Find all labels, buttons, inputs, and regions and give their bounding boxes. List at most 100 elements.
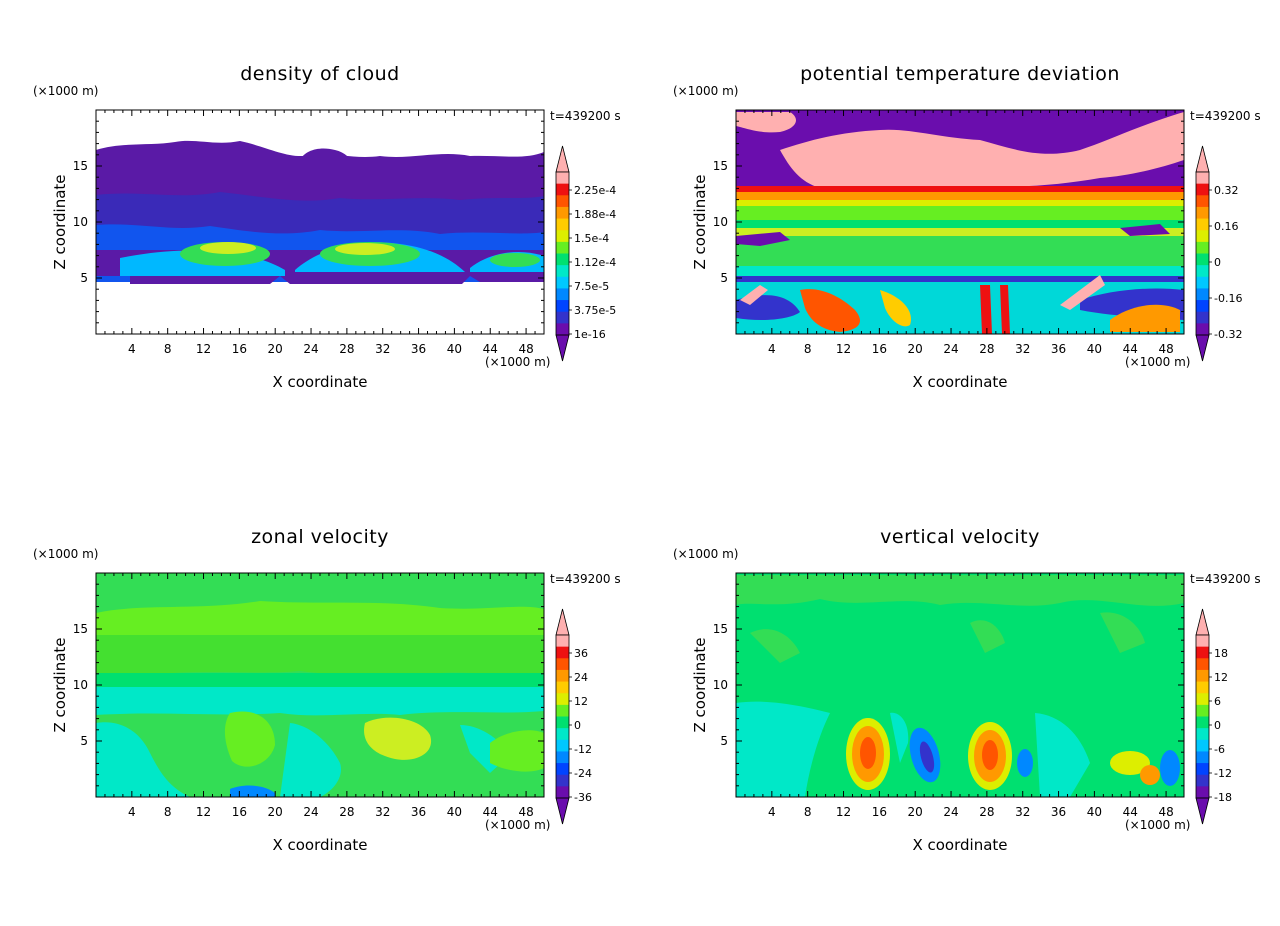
x-tick-label: 4 [768, 805, 776, 819]
field-upper-green-strip [96, 635, 544, 675]
x-tick-label: 8 [804, 805, 812, 819]
field-mid-green-patches [750, 612, 1145, 663]
colorbar-segment [1196, 751, 1209, 764]
colorbar-frame [1195, 171, 1210, 336]
x-tick-label: 4 [128, 805, 136, 819]
plot-area [96, 110, 544, 334]
colorbar-segment [556, 323, 569, 336]
colorbar-segment [556, 646, 569, 659]
x-tick-label: 36 [1051, 342, 1066, 356]
colorbar-segment [556, 300, 569, 313]
colorbar-segment [556, 751, 569, 764]
time-label: t=439200 s [1190, 572, 1261, 586]
x-tick-label: 32 [1015, 342, 1030, 356]
colorbar-segment [556, 693, 569, 706]
time-label: t=439200 s [1190, 109, 1261, 123]
updraft-1-red [860, 737, 876, 769]
colorbar-bottom-arrow [555, 797, 570, 825]
colorbar-segment [556, 658, 569, 671]
colorbar-top-arrow [1195, 608, 1210, 636]
colorbar-segment [556, 195, 569, 208]
colorbar-segment [556, 265, 569, 278]
field-mid-green [96, 673, 544, 687]
y-tick-label: 10 [713, 678, 728, 692]
colorbar-segment [1196, 669, 1209, 683]
upward-right-yellow [1110, 751, 1150, 775]
y-tick-label: 5 [720, 271, 728, 285]
colorbar-segment [556, 288, 569, 301]
z-unit-label: (×1000 m) [673, 547, 738, 561]
colorbar-label: 7.5e-5 [574, 280, 609, 293]
x-axis-label: X coordinate [272, 373, 367, 391]
panel-potential-temperature-deviation: potential temperature deviation (×1000 m… [640, 0, 1280, 463]
band-yellow-2 [736, 228, 1184, 236]
colorbar-label: 0.32 [1214, 184, 1239, 197]
field-lightgreen-blob-3 [490, 730, 544, 772]
colorbar-frame [1195, 634, 1210, 799]
colorbar-label: -12 [574, 743, 592, 756]
x-tick-label: 48 [1158, 805, 1173, 819]
colorbar-segment [556, 635, 569, 648]
colorbar-segment [1196, 230, 1209, 243]
colorbar-frame [555, 634, 570, 799]
colorbar-segment [1196, 716, 1209, 729]
x-axis-label: X coordinate [272, 836, 367, 854]
x-unit-label: (×1000 m) [485, 818, 550, 832]
colorbar-segment [556, 786, 569, 799]
y-tick-label: 5 [80, 734, 88, 748]
x-tick-label: 48 [518, 805, 533, 819]
colorbar-label: 1.5e-4 [574, 232, 609, 245]
band-red [736, 186, 1184, 192]
colorbar-segment [1196, 253, 1209, 266]
colorbar-segment [1196, 786, 1209, 799]
y-axis-label: Z coordinate [691, 174, 709, 269]
chart-svg: zonal velocity (×1000 m) t=439200 s 4 8 12… [33, 526, 621, 854]
colorbar-label: 36 [574, 647, 588, 660]
x-unit-label: (×1000 m) [1125, 818, 1190, 832]
colorbar-label: 1.88e-4 [574, 208, 616, 221]
x-tick-label: 16 [232, 342, 247, 356]
colorbar-label: 1e-16 [574, 328, 606, 341]
x-unit-label: (×1000 m) [485, 355, 550, 369]
colorbar-label: -18 [1214, 791, 1232, 804]
y-tick-label: 10 [73, 215, 88, 229]
colorbar-segment [556, 763, 569, 776]
colorbar-segment [556, 681, 569, 694]
field-lightgreen-blob-2 [364, 717, 432, 760]
y-tick-label: 15 [713, 622, 728, 636]
x-tick-label: 16 [872, 342, 887, 356]
x-tick-label: 24 [303, 342, 318, 356]
x-tick-label: 32 [1015, 805, 1030, 819]
lower-orange-right [1110, 304, 1180, 332]
y-axis-label: Z coordinate [51, 174, 69, 269]
colorbar-segment [1196, 323, 1209, 336]
cloud-core-1-yellow [200, 242, 256, 254]
cloud-core-3-green [490, 253, 540, 267]
x-tick-label: 28 [339, 342, 354, 356]
x-tick-label: 40 [447, 342, 462, 356]
x-tick-label: 28 [339, 805, 354, 819]
x-tick-label: 40 [1087, 805, 1102, 819]
downdraft-3-blue [1160, 750, 1180, 786]
colorbar-segment [1196, 774, 1209, 787]
panel-vertical-velocity: vertical velocity (×1000 m) t=439200 s [640, 463, 1280, 926]
colorbar-segment [556, 276, 569, 289]
colorbar: 18 12 6 0 -6 -12 -18 [1195, 608, 1232, 825]
field-cyan-lower [736, 701, 1090, 797]
band-cyan-thin [736, 266, 1184, 276]
cloud-core-2-yellow [335, 243, 395, 255]
colorbar-label: -0.32 [1214, 328, 1242, 341]
colorbar-top-arrow [555, 145, 570, 173]
colorbar-label: -24 [574, 767, 592, 780]
y-tick-label: 15 [713, 159, 728, 173]
cloud-puff-top [300, 148, 355, 165]
z-unit-label: (×1000 m) [673, 84, 738, 98]
lower-pink-1 [740, 285, 768, 305]
x-unit-label: (×1000 m) [1125, 355, 1190, 369]
y-axis-label: Z coordinate [51, 637, 69, 732]
x-tick-label: 28 [979, 342, 994, 356]
